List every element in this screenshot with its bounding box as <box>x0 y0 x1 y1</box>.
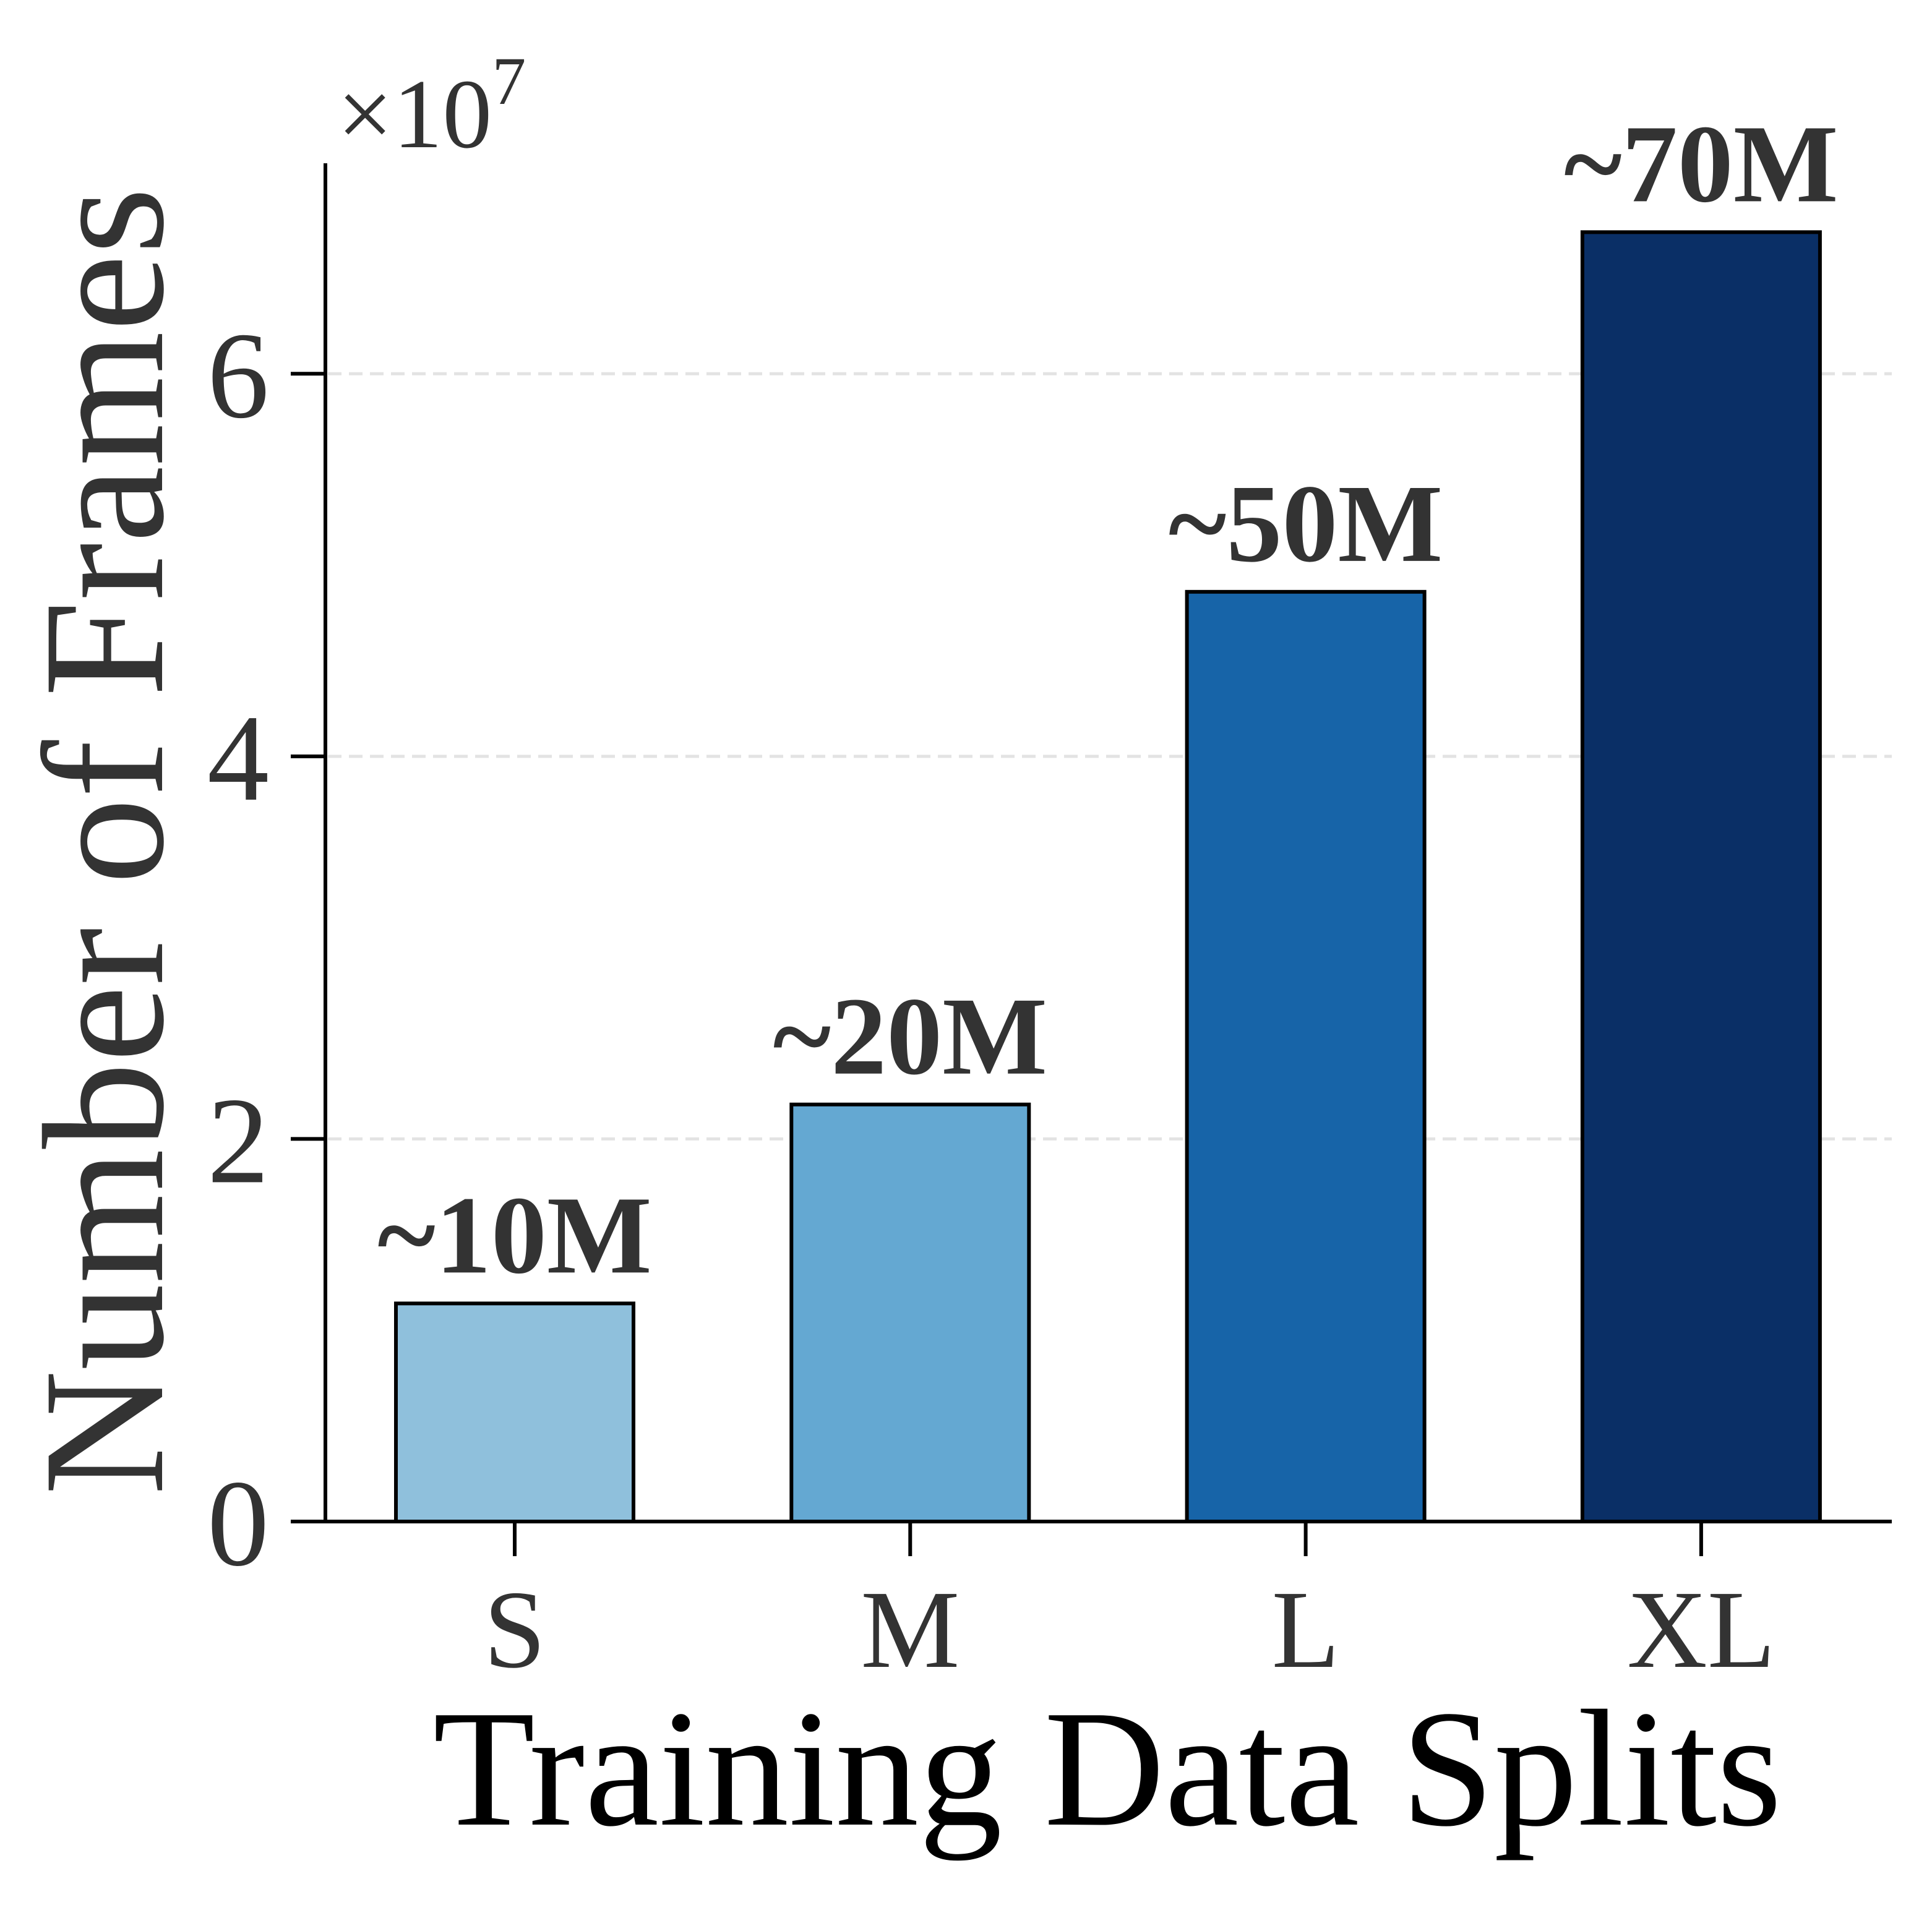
data-label: ~20M <box>773 975 1048 1098</box>
bar-xl <box>1580 230 1822 1524</box>
data-labels: ~10M ~20M ~50M ~70M <box>377 102 1838 1296</box>
bar-l <box>1185 589 1427 1523</box>
x-tick-label: M <box>861 1568 960 1691</box>
bar-m <box>789 1102 1031 1523</box>
data-label: ~70M <box>1564 102 1839 225</box>
data-label: ~10M <box>377 1173 652 1296</box>
x-tick-label: XL <box>1627 1568 1775 1691</box>
x-ticks: S M L XL <box>484 1522 1775 1691</box>
y-tick-label: 6 <box>207 307 269 444</box>
y-offset-exponent: 7 <box>492 43 526 119</box>
y-axis-label: Number of Frames <box>7 187 200 1495</box>
y-tick-label: 0 <box>207 1455 269 1592</box>
bar-s <box>394 1301 635 1523</box>
x-tick-label: L <box>1272 1568 1340 1691</box>
y-offset-text: ×107 <box>337 43 526 169</box>
bars <box>394 230 1822 1524</box>
y-tick-label: 2 <box>207 1072 269 1209</box>
data-label: ~50M <box>1169 462 1443 585</box>
y-ticks: 0 2 4 6 <box>207 307 325 1592</box>
y-offset-base: ×10 <box>337 59 492 169</box>
x-axis-label: Training Data Splits <box>433 1676 1782 1861</box>
y-tick-label: 4 <box>207 690 269 827</box>
x-tick-label: S <box>484 1568 546 1691</box>
gridlines <box>328 372 1892 1141</box>
